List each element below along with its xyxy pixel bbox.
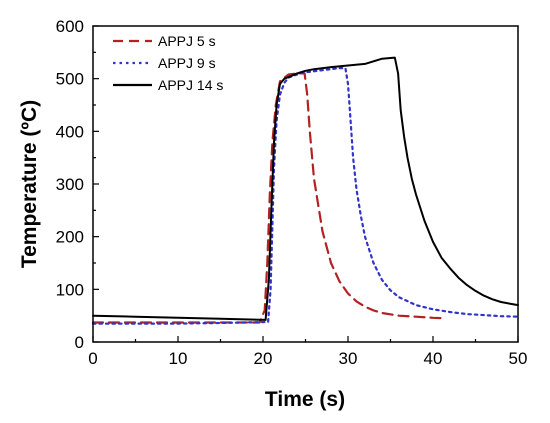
plot-lines [91, 56, 520, 325]
series-line-3 [92, 56, 519, 321]
legend-label-1: APPJ 5 s [158, 33, 216, 49]
legend-label-3: APPJ 14 s [158, 77, 223, 93]
y-tick-label: 500 [56, 70, 84, 89]
x-tick-label: 10 [169, 349, 188, 368]
series-line-2 [91, 67, 520, 325]
x-tick-label: 20 [254, 349, 273, 368]
y-tick-label: 400 [56, 122, 84, 141]
x-tick-label: 0 [88, 349, 97, 368]
x-tick-label: 40 [424, 349, 443, 368]
y-tick-label: 0 [75, 333, 84, 352]
y-tick-label: 300 [56, 175, 84, 194]
y-tick-label: 600 [56, 17, 84, 36]
legend: APPJ 5 s APPJ 9 s APPJ 14 s [113, 33, 223, 93]
x-axis-label: Time (s) [265, 388, 345, 411]
x-tick-label: 50 [509, 349, 528, 368]
axis-ticks [92, 25, 519, 343]
y-tick-label: 100 [56, 280, 84, 299]
y-tick-label: 200 [56, 228, 84, 247]
x-tick-label: 30 [339, 349, 358, 368]
legend-label-2: APPJ 9 s [158, 55, 216, 71]
y-axis-label: Temperature (ºC) [18, 100, 41, 268]
series-line-1 [91, 72, 447, 324]
